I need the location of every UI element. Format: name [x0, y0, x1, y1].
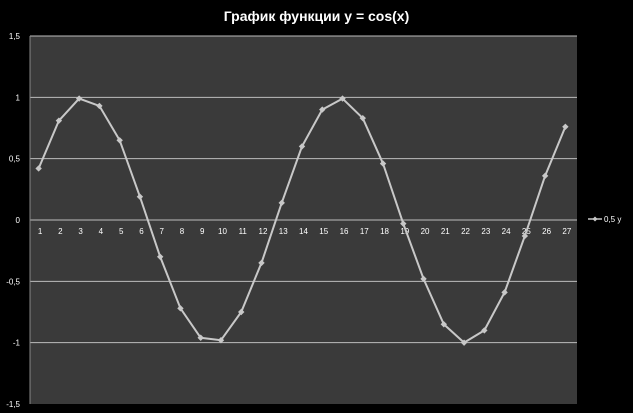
data-point [197, 334, 204, 341]
x-tick-label: 21 [441, 227, 450, 236]
x-tick-label: 12 [259, 227, 268, 236]
x-tick-label: 27 [562, 227, 571, 236]
data-point [278, 199, 285, 207]
legend-label: 0,5 y [604, 215, 621, 224]
x-tick-label: 18 [380, 227, 389, 236]
data-point [359, 114, 366, 122]
data-point [116, 137, 123, 144]
data-point [319, 106, 326, 113]
x-tick-label: 15 [319, 227, 328, 236]
y-tick-label: -1 [13, 339, 21, 348]
data-point [55, 117, 63, 124]
data-point [177, 305, 184, 312]
data-point [521, 232, 529, 240]
data-point [379, 160, 387, 167]
x-tick-label: 13 [279, 227, 288, 236]
data-point [440, 321, 448, 328]
x-tick-label: 20 [421, 227, 430, 236]
x-tick-label: 6 [139, 227, 144, 236]
data-point [258, 259, 265, 267]
data-point [298, 143, 306, 150]
data-point [217, 337, 225, 344]
y-tick-label: 0,5 [9, 155, 21, 164]
data-point [339, 95, 346, 102]
data-point [541, 172, 549, 180]
x-tick-label: 19 [400, 227, 409, 236]
y-tick-label: 0 [16, 216, 21, 225]
x-tick-label: 4 [99, 227, 104, 236]
data-point [501, 289, 508, 296]
x-tick-label: 5 [119, 227, 124, 236]
x-tick-label: 1 [38, 227, 43, 236]
data-point [35, 165, 42, 172]
data-point [460, 339, 468, 346]
data-point [481, 327, 488, 334]
x-tick-label: 9 [200, 227, 205, 236]
data-point [75, 95, 83, 102]
y-tick-label: -0,5 [6, 277, 20, 286]
x-tick-label: 17 [360, 227, 369, 236]
x-tick-label: 16 [340, 227, 349, 236]
data-point [238, 308, 245, 316]
data-point [96, 102, 103, 110]
x-tick-label: 24 [502, 227, 511, 236]
y-tick-label: -1,5 [6, 400, 20, 409]
data-point [400, 220, 407, 227]
chart-title: График функции y = cos(x) [223, 8, 410, 24]
x-tick-label: 10 [218, 227, 227, 236]
data-point [156, 253, 164, 260]
legend-marker [592, 216, 598, 222]
data-point [136, 193, 144, 200]
x-tick-label: 11 [239, 227, 248, 236]
x-tick-label: 2 [58, 227, 63, 236]
x-tick-label: 14 [299, 227, 308, 236]
x-tick-label: 26 [542, 227, 551, 236]
x-tick-label: 22 [461, 227, 470, 236]
y-tick-label: 1 [16, 93, 21, 102]
x-tick-label: 23 [481, 227, 490, 236]
x-tick-label: 3 [78, 227, 83, 236]
data-point [420, 275, 427, 283]
y-tick-label: 1,5 [9, 32, 21, 41]
x-tick-label: 8 [180, 227, 185, 236]
data-point [562, 123, 569, 130]
x-tick-label: 7 [159, 227, 164, 236]
